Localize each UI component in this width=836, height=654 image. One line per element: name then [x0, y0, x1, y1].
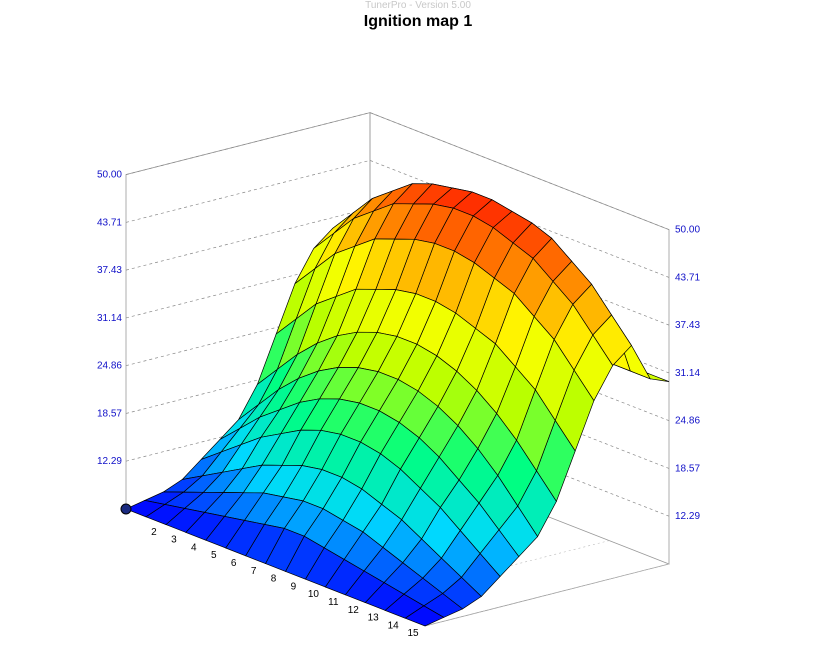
z-tick-left: 31.14 — [97, 313, 122, 324]
x-tick-label: 4 — [191, 542, 197, 553]
z-tick-right: 31.14 — [675, 368, 700, 379]
x-tick-label: 7 — [251, 566, 257, 577]
x-tick-label: 14 — [388, 620, 400, 631]
x-tick-label: 8 — [271, 574, 277, 585]
z-tick-left: 24.86 — [97, 361, 122, 372]
floor-gridline — [424, 563, 670, 627]
x-tick-label: 9 — [291, 581, 297, 592]
x-tick-label: 15 — [408, 628, 420, 639]
x-tick-label: 5 — [211, 550, 217, 561]
x-tick-label: 11 — [328, 597, 339, 608]
x-tick-label: 13 — [368, 613, 380, 624]
surface-mesh — [125, 183, 670, 627]
x-tick-label: 10 — [308, 589, 320, 600]
x-tick-label: 3 — [171, 535, 177, 546]
z-tick-right: 12.29 — [675, 511, 700, 522]
z-tick-right: 50.00 — [675, 225, 700, 236]
z-tick-left: 18.57 — [97, 408, 122, 419]
origin-marker — [120, 503, 132, 515]
z-tick-right: 18.57 — [675, 463, 700, 474]
z-tick-right: 37.43 — [675, 320, 700, 331]
z-tick-left: 50.00 — [97, 170, 122, 181]
z-tick-left: 43.71 — [97, 217, 122, 228]
surface-cell — [125, 500, 166, 518]
z-tick-left: 12.29 — [97, 456, 122, 467]
chart-title: Ignition map 1 — [363, 13, 473, 30]
z-tick-left: 37.43 — [97, 265, 122, 276]
app-watermark: TunerPro - Version 5.00 — [365, 0, 471, 11]
z-tick-right: 24.86 — [675, 416, 700, 427]
chart-tick-labels: 12.29 12.29 18.57 18.57 24.86 24.86 31.14 31.14… — [97, 170, 700, 640]
x-tick-label: 6 — [231, 558, 237, 569]
x-tick-label: 2 — [151, 527, 157, 538]
x-tick-label: 12 — [348, 605, 360, 616]
z-tick-right: 43.71 — [675, 272, 700, 283]
